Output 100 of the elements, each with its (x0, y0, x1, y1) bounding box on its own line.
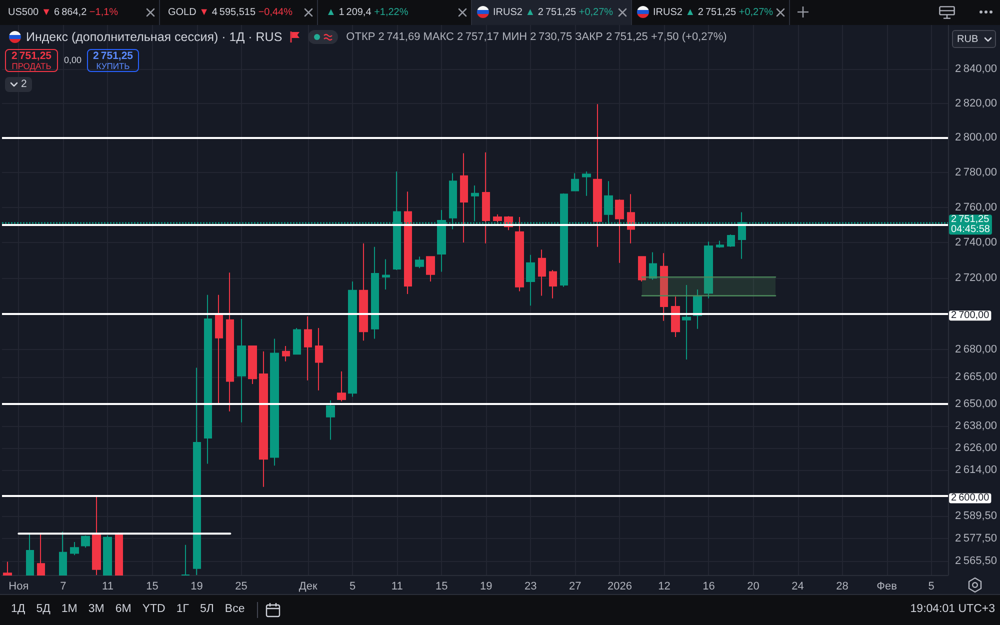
candlestick (59, 531, 67, 576)
x-tick-label: Дек (298, 580, 318, 592)
annotation: 2 (21, 78, 27, 91)
candlestick (304, 316, 312, 381)
candlestick (3, 561, 12, 576)
candlestick (359, 242, 368, 342)
candlestick (693, 289, 702, 330)
text: RUB (957, 34, 978, 45)
text: IRUS2 ▲ 2 751,25 +0,27% (653, 7, 774, 18)
candlestick (282, 346, 290, 362)
candlestick (215, 294, 223, 406)
candlestick (682, 284, 691, 360)
x-tick-label: 15 (436, 580, 448, 592)
candlestick (615, 198, 624, 264)
y-tick-label: 2 800,00 (955, 132, 998, 144)
x-tick-label: 27 (569, 580, 582, 592)
candlestick (660, 252, 668, 322)
x-tick-label: 11 (391, 580, 403, 592)
candlestick (371, 246, 379, 340)
candlestick (493, 214, 502, 226)
annotation: 0,00 (64, 55, 82, 65)
candlestick (415, 256, 424, 269)
candlestick (638, 256, 646, 282)
y-tick-label: 2 650,00 (955, 398, 998, 410)
candlestick (270, 338, 279, 466)
x-tick-label: Фев (876, 580, 898, 592)
x-tick-label: 15 (146, 580, 158, 592)
candlestick (248, 346, 257, 385)
x-tick-label: 11 (102, 580, 114, 592)
ref-line-label: 2 600,00 (951, 492, 990, 504)
candlestick (226, 272, 234, 412)
y-tick-label: 2 780,00 (955, 166, 998, 178)
ref-line-label: 2 751,25 04:45:58 (951, 214, 990, 236)
x-tick-label: 24 (792, 580, 804, 592)
candlestick (26, 534, 34, 576)
x-tick-label: 28 (836, 580, 848, 592)
candlestick (649, 252, 657, 280)
candlestick (259, 350, 268, 488)
candlestick (337, 370, 346, 402)
x-tick-label: 2026 (607, 580, 632, 592)
text: IRUS2 ▲ 2 751,25 +0,27% (493, 7, 614, 18)
text: ОТКР 2 741,69 МАКС 2 757,17 МИН 2 730,75 ЗАКР 2 751,25 +7,50 (+0,27%) (346, 30, 727, 44)
annotation: 2 751,25 (92, 50, 134, 62)
candlestick (704, 241, 713, 299)
x-tick-label: 23 (524, 580, 537, 592)
x-tick-label: Ноя (8, 580, 29, 592)
candlestick (727, 234, 735, 248)
y-tick-label: 2 565,50 (955, 554, 998, 567)
x-tick-label: 19 (190, 580, 203, 592)
x-tick-label: 20 (747, 580, 760, 592)
candlestick (293, 327, 301, 355)
x-tick-label: 25 (235, 580, 248, 592)
candlestick (460, 152, 468, 243)
candlestick (526, 254, 535, 306)
y-tick-label: 2 626,00 (955, 442, 998, 454)
x-tick-label: 5 (928, 580, 934, 592)
y-tick-label: 2 665,00 (955, 370, 998, 383)
text: GOLD ▼ 4 595,515 −0,44% (168, 7, 293, 18)
candlestick (348, 280, 357, 398)
candlestick (81, 534, 90, 548)
candlestick (593, 104, 602, 248)
candlestick (482, 152, 490, 244)
text: 19:04:01 UTC+3 (910, 603, 995, 616)
text: US500 ▼ 6 864,2 −1,1% (8, 7, 118, 18)
chart-title: Индекс (дополнительная сессия) · 1Д · RUS (26, 30, 282, 44)
y-tick-label: 2 820,00 (955, 97, 998, 110)
candlestick (571, 172, 579, 192)
candlestick (426, 256, 435, 282)
y-tick-label: 2 840,00 (955, 63, 998, 76)
annotation: КУПИТЬ (96, 60, 130, 70)
candlestick (103, 534, 112, 576)
y-tick-label: 2 760,00 (955, 201, 998, 214)
y-tick-label: 2 720,00 (955, 272, 998, 284)
candlestick (549, 269, 557, 299)
annotation: 2 751,25 (11, 50, 52, 62)
y-tick-label: 2 614,00 (955, 464, 998, 476)
candlestick (37, 534, 45, 576)
candlestick (716, 240, 724, 248)
candlestick (204, 294, 212, 464)
y-tick-label: 2 589,50 (955, 510, 998, 522)
x-tick-label: 12 (658, 580, 670, 592)
y-tick-label: 2 577,50 (955, 532, 998, 544)
y-tick-label: 2 638,00 (955, 420, 998, 432)
candlestick (115, 533, 123, 576)
candlestick (315, 327, 323, 391)
candlestick (181, 544, 190, 576)
candlestick (404, 191, 412, 294)
candlestick (382, 258, 390, 290)
annotation: ПРОДАТЬ (12, 60, 52, 70)
x-tick-label: 16 (702, 580, 715, 592)
y-tick-label: 2 740,00 (955, 236, 998, 248)
candlestick (92, 496, 101, 576)
candlestick (326, 400, 335, 440)
candlestick (70, 542, 79, 556)
candlestick (671, 296, 680, 338)
x-tick-label: 19 (480, 580, 492, 592)
candlestick (538, 249, 546, 296)
x-tick-label: 5 (350, 580, 356, 592)
candlestick (582, 171, 591, 196)
x-tick-label: 7 (60, 580, 66, 592)
